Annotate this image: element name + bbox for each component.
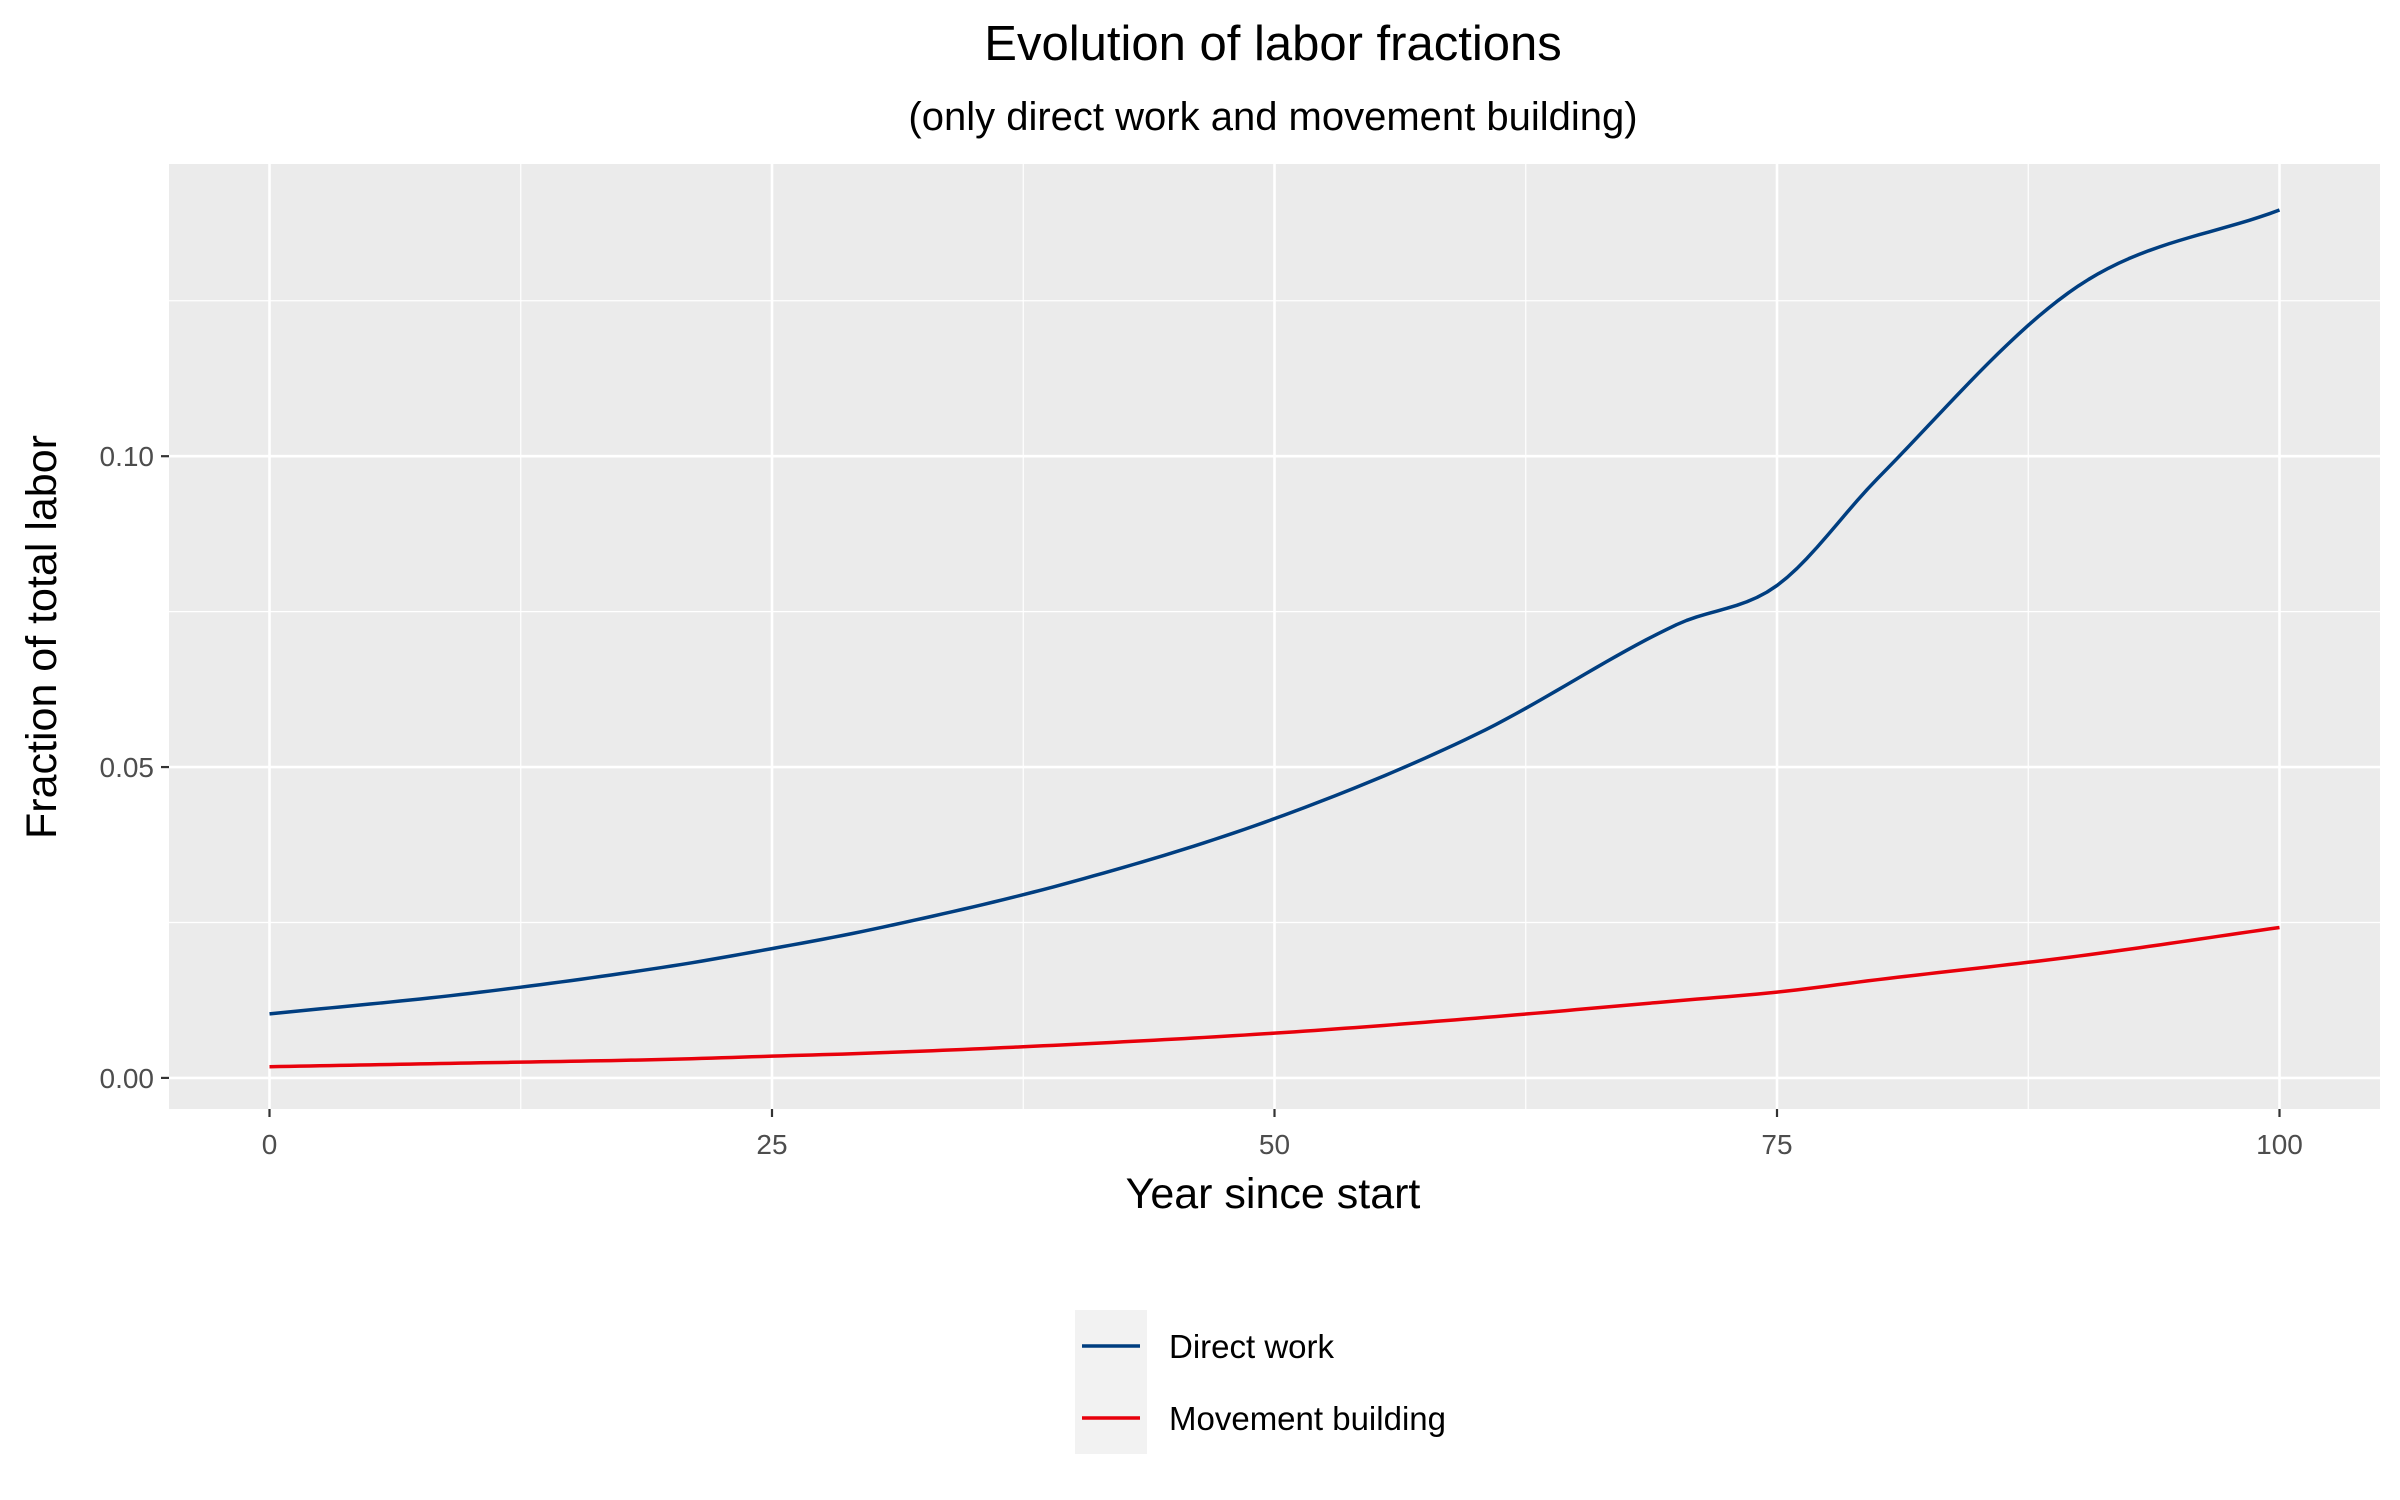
legend-label-1: Movement building [1169,1400,1446,1437]
chart-subtitle: (only direct work and movement building) [908,95,1637,139]
series-line-0 [269,208,2281,1016]
x-axis-title: Year since start [1126,1170,1421,1218]
y-tick-label: 0.00 [100,1063,155,1094]
series-line-1 [269,925,2280,1069]
series-layer [269,208,2281,1069]
x-axis-ticks: 0 25 50 75 100 [262,1109,2303,1160]
x-tick-label: 50 [1259,1129,1290,1160]
legend-label-0: Direct work [1169,1328,1335,1365]
x-tick-label: 25 [756,1129,787,1160]
legend: Direct work Movement building [1075,1310,1446,1454]
y-axis-ticks: 0.00 0.05 0.10 [100,441,169,1094]
chart-title: Evolution of labor fractions [984,17,1561,71]
x-tick-label: 0 [262,1129,278,1160]
x-tick-label: 75 [1761,1129,1792,1160]
y-axis-title: Fraction of total labor [18,435,66,839]
x-tick-label: 100 [2256,1129,2303,1160]
y-tick-label: 0.10 [100,441,155,472]
y-tick-label: 0.05 [100,752,155,783]
major-grid [169,164,2380,1109]
